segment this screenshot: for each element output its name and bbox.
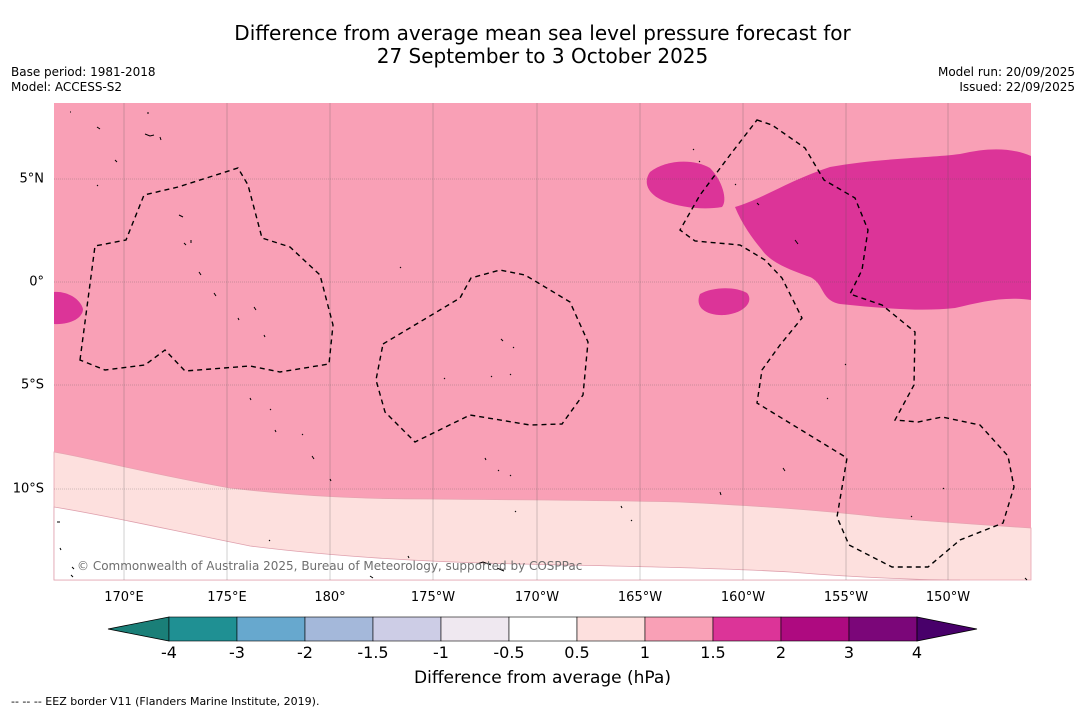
anomaly-field-1.5-2-central — [698, 288, 750, 316]
lat-label: 5°N — [19, 171, 45, 187]
colorbar-segment — [780, 616, 850, 642]
lat-label: 0° — [29, 274, 44, 290]
issued-date: Issued: 22/09/2025 — [959, 80, 1075, 94]
colorbar-tick: 4 — [911, 643, 923, 662]
colorbar-segment — [440, 616, 510, 642]
eez-kiribati-gilbert — [79, 167, 334, 373]
eez-footnote: -- -- -- EEZ border V11 (Flanders Marine… — [11, 695, 320, 708]
model-name: Model: ACCESS-S2 — [11, 80, 123, 94]
graticule — [54, 103, 1031, 580]
lon-label: 175°W — [410, 590, 456, 605]
colorbar-segment — [712, 616, 782, 642]
title-line-1: Difference from average mean sea level p… — [234, 21, 851, 45]
colorbar-tick: 2 — [775, 643, 787, 662]
lon-label: 155°W — [823, 590, 869, 605]
colorbar-segment — [576, 616, 646, 642]
lon-label: 150°W — [925, 590, 971, 605]
colorbar-tick: 1 — [639, 643, 651, 662]
lat-label: 5°S — [20, 377, 44, 393]
lon-label: 160°W — [720, 590, 766, 605]
colorbar-tick: -4 — [161, 643, 177, 662]
model-run: Model run: 20/09/2025 — [937, 65, 1075, 79]
lon-label: 170°E — [104, 590, 144, 605]
colorbar-tick: -3 — [229, 643, 245, 662]
lat-label: 10°S — [12, 481, 44, 497]
anomaly-field-1.5-2-west — [54, 291, 83, 325]
colorbar-label: Difference from average (hPa) — [414, 668, 671, 688]
colorbar — [107, 616, 978, 642]
colorbar-tick: -1 — [433, 643, 449, 662]
colorbar-segment — [236, 616, 306, 642]
anomaly-field-1.5-2-east — [735, 149, 1031, 310]
map-frame — [53, 103, 1032, 581]
lon-label: 180° — [314, 590, 346, 605]
colorbar-segment — [304, 616, 374, 642]
eez-kiribati-phoenix — [375, 269, 589, 443]
model-info: Base period: 1981-2018 Model: ACCESS-S2 — [11, 65, 156, 95]
copyright-notice: © Commonwealth of Australia 2025, Bureau… — [77, 559, 582, 573]
colorbar-segment — [848, 616, 918, 642]
island — [57, 111, 1028, 581]
islands — [57, 111, 1028, 581]
lon-label: 170°W — [514, 590, 560, 605]
anomaly-field-0-0.5 — [53, 506, 961, 581]
colorbar-segment — [508, 616, 578, 642]
base-period: Base period: 1981-2018 — [11, 65, 156, 79]
colorbar-tick: 1.5 — [700, 643, 726, 662]
colorbar-tick: -0.5 — [493, 643, 525, 662]
colorbar-tick: 0.5 — [564, 643, 590, 662]
eez-borders — [79, 119, 1015, 568]
anomaly-field-1.5-2-north — [646, 161, 725, 209]
colorbar-extend-low — [107, 616, 170, 642]
run-info: Model run: 20/09/2025 Issued: 22/09/2025 — [938, 65, 1075, 95]
colorbar-segment — [372, 616, 442, 642]
colorbar-extend-high — [916, 616, 978, 642]
colorbar-segment — [644, 616, 714, 642]
lon-label: 175°E — [207, 590, 247, 605]
title-line-2: 27 September to 3 October 2025 — [376, 44, 709, 68]
colorbar-tick: 3 — [843, 643, 855, 662]
colorbar-segment — [168, 616, 238, 642]
colorbar-tick: -2 — [297, 643, 313, 662]
anomaly-field-0.5-1 — [53, 451, 1032, 581]
lon-label: 165°W — [617, 590, 663, 605]
chart-title: Difference from average mean sea level p… — [0, 22, 1085, 68]
colorbar-tick: -1.5 — [357, 643, 389, 662]
